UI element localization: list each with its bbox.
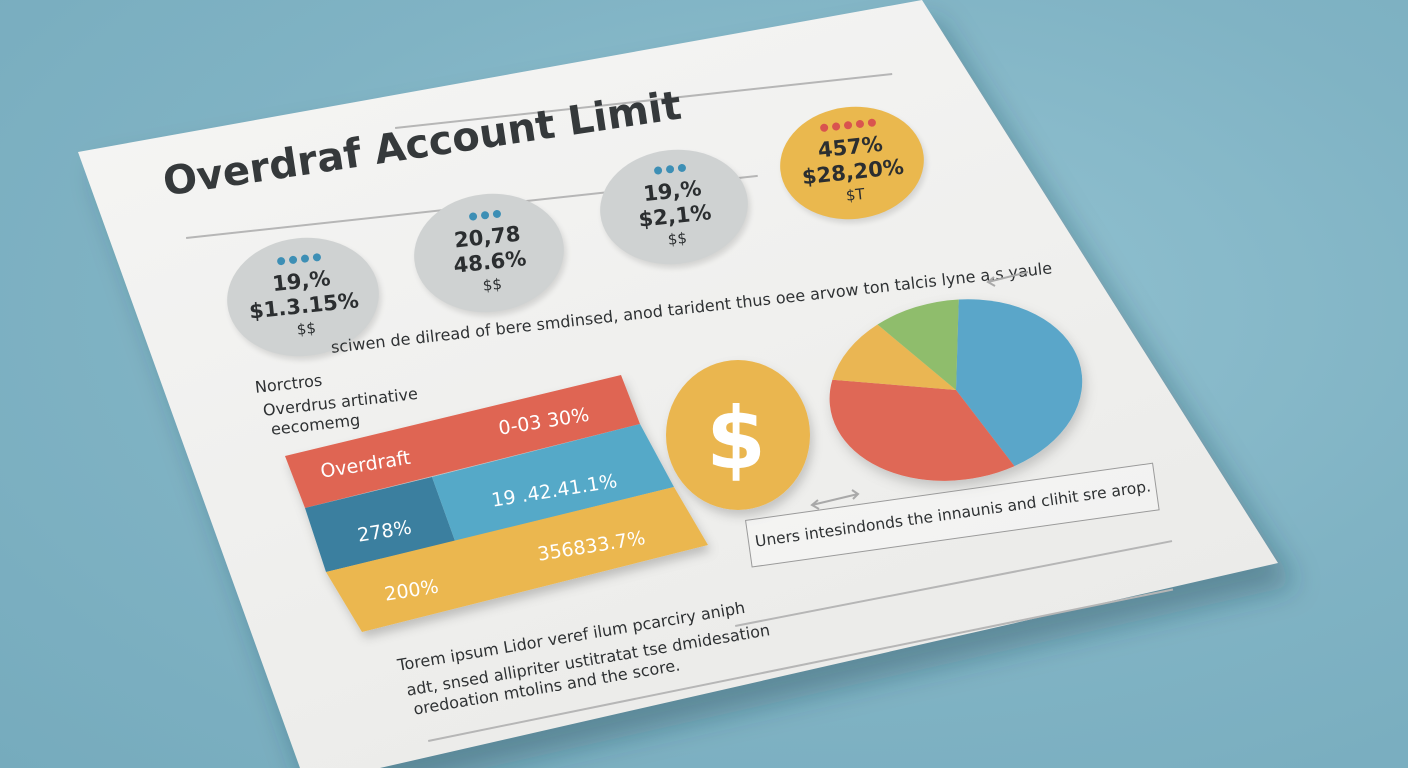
dollar-coin-body bbox=[666, 360, 810, 510]
table-row-overdraft bbox=[285, 375, 640, 508]
pie-slice-4 bbox=[877, 299, 959, 390]
table-cell-194241 bbox=[432, 424, 674, 541]
pie-slice-1 bbox=[956, 299, 1083, 467]
table-cell-278 bbox=[305, 477, 455, 572]
pie-slice-2 bbox=[829, 379, 1015, 481]
arrow-double-icon bbox=[810, 489, 860, 510]
table-row-200 bbox=[326, 487, 708, 632]
pie-slice-3 bbox=[832, 324, 956, 390]
dollar-sign-icon: $ bbox=[706, 389, 766, 489]
arrow-left-icon bbox=[986, 271, 1029, 287]
